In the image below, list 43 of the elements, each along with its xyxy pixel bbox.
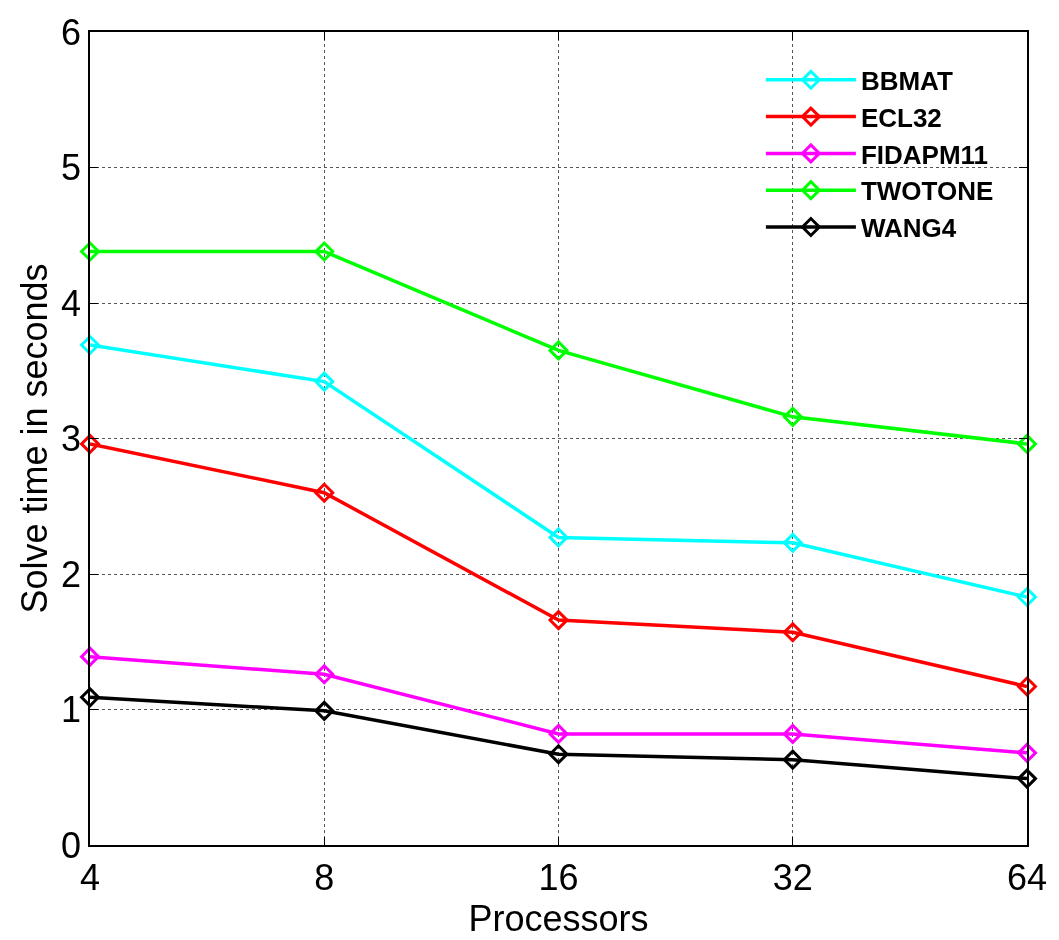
x-tick-label: 16 — [538, 856, 579, 898]
point — [548, 723, 569, 744]
point — [782, 406, 803, 427]
y-axis-title: Solve time in seconds — [14, 263, 56, 614]
y-tick-label: 2 — [61, 553, 82, 595]
point — [548, 340, 569, 361]
point — [314, 241, 335, 262]
x-tick-label: 64 — [1006, 856, 1048, 898]
point — [314, 482, 335, 503]
point — [1017, 433, 1037, 454]
point — [1017, 768, 1037, 789]
point — [782, 723, 803, 744]
point — [314, 371, 335, 392]
legend-label: TWOTONE — [860, 176, 994, 207]
y-tick-label: 5 — [61, 147, 82, 189]
point — [80, 433, 100, 454]
point — [314, 664, 335, 685]
x-tick-label: 8 — [314, 856, 335, 898]
point — [80, 241, 100, 262]
legend-label: FIDAPM11 — [860, 139, 989, 170]
point — [1017, 742, 1037, 763]
point — [782, 622, 803, 643]
point — [548, 527, 569, 548]
legend-label: BBMAT — [860, 65, 953, 96]
point — [314, 700, 335, 721]
point — [782, 532, 803, 553]
y-tick-label: 1 — [61, 689, 82, 731]
legend-label: ECL32 — [860, 102, 942, 133]
point — [1017, 676, 1037, 697]
y-tick-label: 6 — [61, 11, 82, 53]
x-axis-title: Processors — [468, 897, 649, 939]
point — [548, 610, 569, 631]
point — [80, 646, 100, 667]
legend-label: WANG4 — [860, 213, 957, 244]
y-tick-label: 3 — [61, 418, 82, 460]
x-tick-label: 32 — [772, 856, 813, 898]
point — [782, 749, 803, 770]
point — [1017, 587, 1037, 607]
point — [80, 335, 100, 355]
point — [548, 744, 569, 765]
point — [80, 687, 100, 708]
y-tick-label: 4 — [61, 282, 82, 324]
y-tick-label: 0 — [61, 824, 82, 866]
